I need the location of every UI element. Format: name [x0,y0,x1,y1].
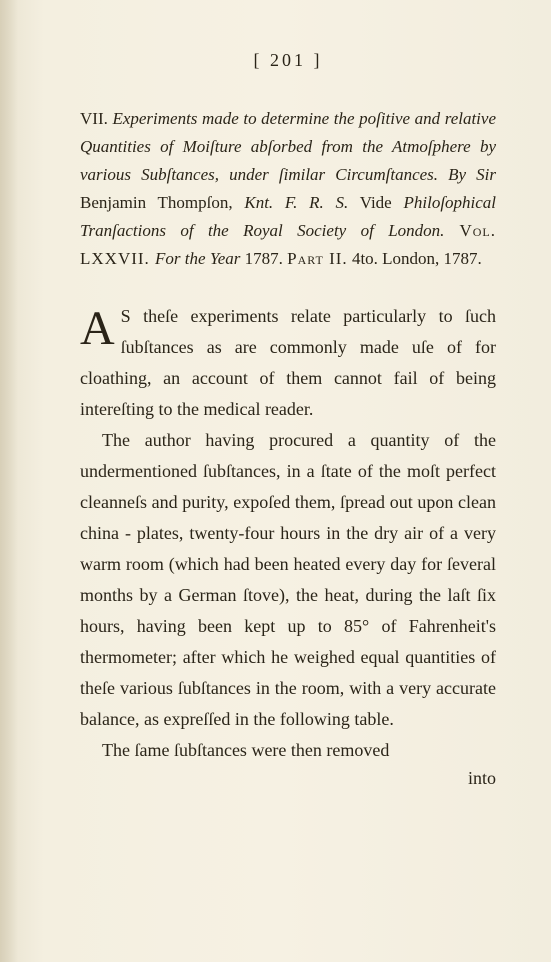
body-text: AS theſe experiments relate particularly… [80,301,496,765]
paragraph-3: The ſame ſubſtances were then removed [80,735,496,766]
part: Part II. [287,249,348,268]
paragraph-1: AS theſe experiments relate particularly… [80,301,496,425]
page-number: [ 201 ] [80,50,496,71]
year: 1787. [245,249,288,268]
title-italic: Experiments made to determine the poſiti… [80,109,496,184]
item-number: VII. [80,109,108,128]
article-heading: VII. Experiments made to determine the p… [80,105,496,273]
dropcap: A [80,301,121,350]
for-year: For the Year [155,249,245,268]
catchword: into [80,768,496,789]
vide-label: Vide [348,193,403,212]
imprint: 4to. London, 1787. [348,249,482,268]
author-postnom: Knt. F. R. S. [244,193,348,212]
author-name: Benjamin Thompſon, [80,193,244,212]
paragraph-1-text: S theſe experiments relate particularly … [80,306,496,419]
paragraph-2: The author having procured a quantity of… [80,425,496,735]
